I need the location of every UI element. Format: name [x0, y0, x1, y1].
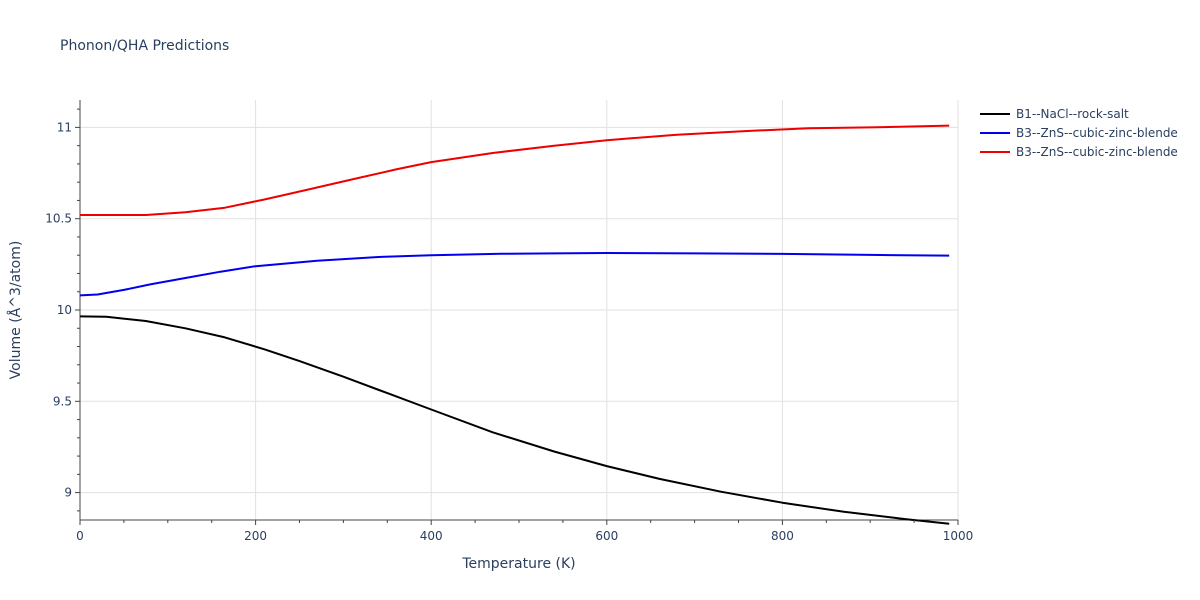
legend-label-2: B3--ZnS--cubic-zinc-blende [1016, 126, 1178, 140]
y-tick-label: 11 [57, 120, 72, 134]
legend-label-1: B1--NaCl--rock-salt [1016, 107, 1129, 121]
legend: B1--NaCl--rock-salt B3--ZnS--cubic-zinc-b… [980, 107, 1178, 159]
y-axis-title: Volume (Å^3/atom) [7, 241, 24, 380]
y-tick-label: 10 [57, 303, 72, 317]
chart-title: Phonon/QHA Predictions [60, 38, 229, 54]
tick-layer: 0 200 400 600 800 1000 9 9.5 10 10.5 11 [45, 108, 974, 543]
legend-label-3: B3--ZnS--cubic-zinc-blende [1016, 145, 1178, 159]
x-tick-label: 0 [76, 529, 84, 543]
series-line-3 [80, 124, 950, 216]
x-tick-label: 200 [244, 529, 267, 543]
y-tick-label: 10.5 [45, 212, 72, 226]
series-line-2 [79, 252, 950, 297]
y-tick-label: 9.5 [53, 394, 72, 408]
x-tick-label: 600 [595, 529, 618, 543]
y-tick-label: 9 [64, 486, 72, 500]
series-layer [79, 124, 950, 525]
x-tick-label: 800 [771, 529, 794, 543]
series-line-1 [79, 315, 950, 525]
grid-layer [80, 100, 959, 520]
x-tick-label: 400 [420, 529, 443, 543]
x-axis-title: Temperature (K) [461, 556, 575, 572]
x-tick-label: 1000 [943, 529, 974, 543]
